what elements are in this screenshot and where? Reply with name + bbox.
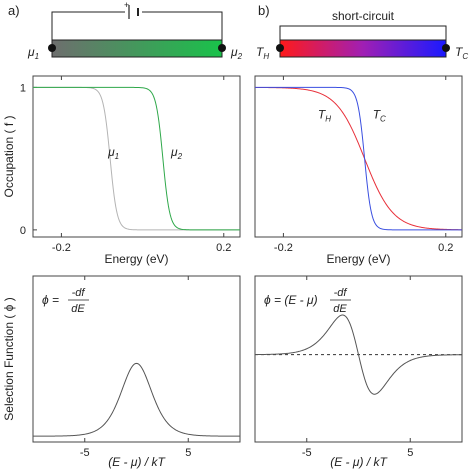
selection-b-xtick-label: 5 — [407, 447, 413, 459]
occupation-b-frame — [254, 75, 463, 238]
selection-a-equation-den: dE — [71, 303, 85, 315]
selection-a-xtick-label: -5 — [80, 447, 90, 459]
panel-label-b: b) — [258, 3, 270, 18]
selection-a-xtick-label: 5 — [185, 447, 191, 459]
occupation-a-series-μ2 — [33, 86, 240, 231]
short-circuit-label: short-circuit — [332, 9, 395, 23]
conductor-bar-a — [51, 39, 223, 58]
selection-b-xlabel: (E - μ) / kT — [330, 455, 388, 469]
selection-a-curve — [33, 362, 240, 437]
terminal-th: TH — [256, 45, 269, 61]
occupation-b-annotation: TH — [318, 108, 331, 124]
selection-a-ylabel: Selection Function ( ϕ ) — [2, 297, 16, 420]
selection-b-frame — [254, 275, 463, 443]
terminal-tc: TC — [455, 45, 468, 61]
panel-label-a: a) — [8, 3, 20, 18]
device-b: short-circuit TH TC — [256, 9, 468, 61]
battery-plus-sign: + — [124, 0, 129, 10]
occupation-a-frame — [32, 75, 241, 238]
selection-a-xlabel: (E - μ) / kT — [108, 455, 166, 469]
conductor-bar-b — [279, 39, 447, 58]
selection-a-equation-num: -df — [72, 287, 86, 299]
occupation-b-xtick-label: -0.2 — [274, 242, 293, 254]
occupation-a-annotation: μ2 — [170, 145, 183, 161]
occupation-b-annotation: TC — [373, 108, 386, 124]
occupation-a-annotation: μ1 — [107, 145, 119, 161]
occupation-chart-a: -0.2 0.2 0 1 Energy (eV) Occupation ( f ) μ1 μ2 — [2, 75, 241, 266]
contact-right-b — [442, 44, 450, 52]
occupation-a-xlabel: Energy (eV) — [104, 252, 168, 266]
occupation-b-series-T_C — [255, 86, 462, 231]
occupation-a-xtick-label: -0.2 — [52, 242, 71, 254]
selection-a-equation-lhs: ϕ = — [42, 293, 59, 307]
terminal-mu2: μ2 — [230, 45, 243, 61]
occupation-a-ylabel: Occupation ( f ) — [2, 115, 16, 197]
occupation-a-ytick-label: 1 — [20, 82, 26, 94]
occupation-a-ytick-label: 0 — [20, 225, 26, 237]
selection-b-curve — [254, 314, 463, 395]
occupation-b-xlabel: Energy (eV) — [326, 252, 390, 266]
selection-b-equation-den: dE — [333, 303, 347, 315]
selection-b-equation-num: -df — [334, 287, 348, 299]
circuit-wire-b — [279, 25, 447, 47]
occupation-a-xtick-label: 0.2 — [216, 242, 231, 254]
selection-b-xtick-label: -5 — [302, 447, 312, 459]
contact-left-a — [48, 44, 56, 52]
occupation-a-series-μ1 — [33, 86, 240, 231]
contact-right-a — [218, 44, 226, 52]
selection-a-frame — [32, 275, 241, 443]
terminal-mu1: μ1 — [27, 45, 39, 61]
circuit-wire-a — [51, 11, 223, 47]
contact-left-b — [276, 44, 284, 52]
selection-b-equation-lhs: ϕ = (E - μ) — [264, 293, 318, 307]
device-a: + μ1 μ2 — [27, 0, 243, 61]
selection-chart-b: -5 5 (E - μ) / kT ϕ = (E - μ) -df dE — [254, 275, 463, 469]
occupation-b-series-T_H — [254, 86, 463, 231]
occupation-chart-b: -0.2 0.2 Energy (eV) TH TC — [254, 75, 463, 266]
occupation-b-xtick-label: 0.2 — [438, 242, 453, 254]
selection-chart-a: -5 5 (E - μ) / kT Selection Function ( ϕ ) ϕ… — [2, 275, 241, 469]
